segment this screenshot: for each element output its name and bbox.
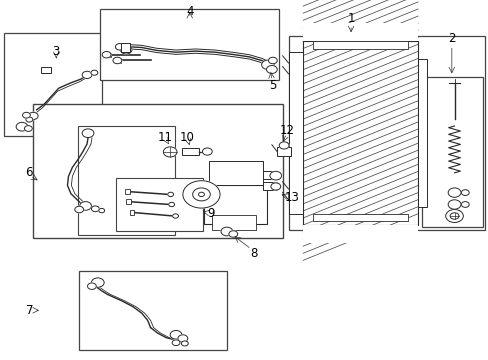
Circle shape (172, 214, 178, 218)
Bar (129, 210, 134, 215)
Bar (312, 41, 407, 49)
Text: 2: 2 (447, 32, 455, 45)
Circle shape (80, 202, 91, 210)
Circle shape (170, 330, 182, 339)
Circle shape (279, 142, 288, 149)
Circle shape (270, 183, 280, 190)
Text: 5: 5 (268, 79, 276, 92)
Circle shape (192, 188, 210, 201)
Circle shape (26, 117, 33, 122)
Bar (303, 225, 417, 243)
Bar (124, 189, 129, 194)
Circle shape (167, 192, 173, 197)
Bar (421, 77, 482, 227)
Circle shape (82, 129, 94, 138)
Circle shape (181, 341, 188, 346)
Circle shape (449, 213, 458, 219)
Circle shape (120, 45, 132, 54)
Circle shape (445, 210, 463, 222)
Bar (78, 126, 175, 235)
Text: 3: 3 (52, 45, 60, 58)
Bar (116, 178, 203, 231)
Text: 10: 10 (179, 131, 194, 144)
Circle shape (178, 335, 187, 342)
Circle shape (461, 202, 468, 207)
Text: 9: 9 (207, 207, 215, 220)
Bar (203, 185, 267, 224)
Circle shape (198, 192, 204, 197)
Bar (121, 43, 130, 52)
Text: 6: 6 (25, 166, 33, 179)
Bar (276, 147, 291, 156)
Circle shape (115, 44, 124, 50)
Bar (289, 36, 484, 230)
Circle shape (447, 200, 460, 209)
Circle shape (268, 57, 277, 64)
Circle shape (113, 57, 122, 64)
Circle shape (221, 227, 232, 236)
Bar (417, 59, 426, 207)
Circle shape (269, 171, 281, 180)
Bar (303, 41, 417, 225)
Bar (288, 52, 303, 214)
Text: 7: 7 (25, 304, 33, 317)
Circle shape (91, 278, 104, 287)
Circle shape (183, 181, 220, 208)
Circle shape (22, 112, 30, 118)
Text: 1: 1 (346, 12, 354, 25)
Bar (208, 161, 262, 185)
Circle shape (447, 188, 460, 197)
Circle shape (16, 122, 28, 131)
Text: 13: 13 (285, 191, 299, 204)
Text: 11: 11 (158, 131, 172, 144)
Circle shape (24, 126, 32, 131)
Text: 8: 8 (250, 247, 258, 260)
Circle shape (75, 206, 83, 213)
Bar (182, 148, 198, 155)
Circle shape (28, 112, 38, 120)
Circle shape (163, 147, 177, 157)
Bar (125, 199, 130, 204)
Bar (79, 271, 226, 350)
Bar (106, 53, 110, 57)
Circle shape (172, 340, 180, 346)
Circle shape (102, 51, 111, 58)
Bar (303, 23, 417, 41)
Circle shape (91, 206, 99, 212)
Circle shape (266, 66, 277, 73)
Text: 4: 4 (185, 5, 193, 18)
Bar (4, 33, 102, 136)
Circle shape (261, 60, 274, 69)
Bar (100, 9, 278, 80)
Circle shape (91, 70, 98, 75)
Bar (212, 215, 256, 230)
Bar (312, 214, 407, 221)
Text: 12: 12 (280, 124, 294, 137)
Circle shape (87, 283, 96, 289)
Bar (262, 171, 277, 179)
Bar (262, 182, 277, 190)
Bar (117, 58, 121, 63)
Bar (33, 104, 282, 238)
Bar (41, 67, 51, 73)
Circle shape (228, 231, 237, 237)
Circle shape (82, 71, 92, 78)
Circle shape (99, 208, 104, 213)
Circle shape (202, 148, 212, 155)
Circle shape (168, 202, 174, 207)
Circle shape (461, 190, 468, 195)
